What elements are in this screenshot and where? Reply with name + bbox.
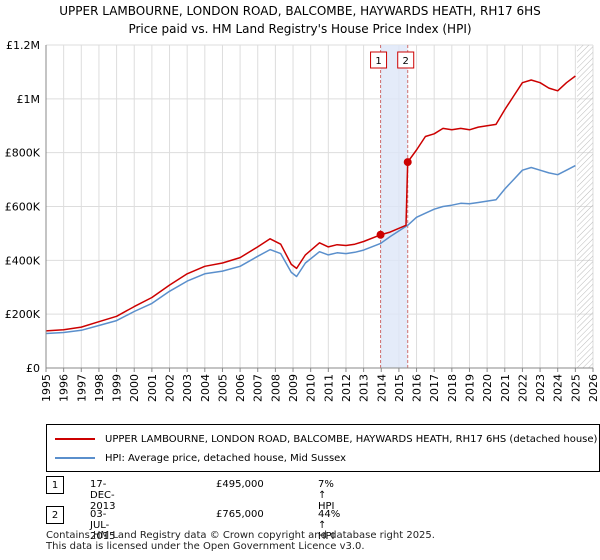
legend-item-hpi: HPI: Average price, detached house, Mid … bbox=[55, 449, 346, 467]
legend-item-property: UPPER LAMBOURNE, LONDON ROAD, BALCOMBE, … bbox=[55, 430, 597, 448]
x-tick-label: 2023 bbox=[534, 374, 547, 402]
x-tick-label: 2019 bbox=[463, 374, 476, 402]
transaction-date: 03-JUL-2015 bbox=[90, 509, 116, 542]
transaction-price: £495,000 bbox=[216, 479, 264, 490]
transaction-badge: 2 bbox=[46, 506, 64, 524]
x-tick-label: 1998 bbox=[93, 374, 106, 402]
footer: Contains HM Land Registry data © Crown c… bbox=[46, 530, 435, 552]
hpi-series-line bbox=[45, 164, 576, 335]
x-tick-label: 2018 bbox=[446, 374, 459, 402]
chart-subtitle: Price paid vs. HM Land Registry's House … bbox=[128, 22, 472, 36]
sale-label: 2 bbox=[403, 56, 409, 67]
x-tick-label: 2011 bbox=[322, 374, 335, 402]
x-tick-label: 2024 bbox=[552, 374, 565, 402]
x-tick-label: 2017 bbox=[428, 374, 441, 402]
sale-label-box bbox=[370, 51, 388, 69]
x-tick-label: 1999 bbox=[111, 374, 124, 402]
sale-period-band bbox=[380, 45, 408, 368]
x-tick-label: 2025 bbox=[569, 374, 582, 402]
y-tick-label: £1.2M bbox=[6, 39, 40, 52]
y-tick-label: £600K bbox=[5, 201, 41, 214]
x-tick-label: 1997 bbox=[75, 374, 88, 402]
x-tick-label: 2003 bbox=[181, 374, 194, 402]
y-tick-label: £200K bbox=[5, 308, 41, 321]
chart-title: UPPER LAMBOURNE, LONDON ROAD, BALCOMBE, … bbox=[59, 4, 541, 18]
x-tick-label: 2001 bbox=[146, 374, 159, 402]
legend-label-property: UPPER LAMBOURNE, LONDON ROAD, BALCOMBE, … bbox=[105, 433, 598, 445]
x-tick-label: 2000 bbox=[128, 374, 141, 402]
x-tick-label: 2022 bbox=[516, 374, 529, 402]
x-tick-label: 2010 bbox=[305, 374, 318, 402]
legend-swatch-property bbox=[55, 438, 95, 440]
x-tick-label: 2020 bbox=[481, 374, 494, 402]
y-tick-label: £1M bbox=[17, 93, 41, 106]
x-tick-label: 1996 bbox=[58, 374, 71, 402]
transaction-price: £765,000 bbox=[216, 509, 264, 520]
x-tick-label: 1995 bbox=[40, 374, 53, 402]
legend-swatch-hpi bbox=[55, 457, 95, 459]
forecast-hatch bbox=[577, 45, 593, 368]
footer-line-1: Contains HM Land Registry data © Crown c… bbox=[46, 530, 435, 541]
x-tick-label: 2008 bbox=[269, 374, 282, 402]
x-tick-label: 2005 bbox=[216, 374, 229, 402]
transaction-hpi: 7% ↑ HPI bbox=[318, 479, 335, 512]
x-tick-label: 2015 bbox=[393, 374, 406, 402]
x-tick-label: 2004 bbox=[199, 374, 212, 402]
footer-line-2: This data is licensed under the Open Gov… bbox=[46, 541, 365, 552]
transaction-hpi: 44% ↑ HPI bbox=[318, 509, 341, 542]
legend: UPPER LAMBOURNE, LONDON ROAD, BALCOMBE, … bbox=[46, 424, 600, 472]
x-tick-label: 2007 bbox=[252, 374, 265, 402]
y-tick-label: £400K bbox=[5, 254, 41, 267]
price-chart: 1 2 £0 £200K £400K £600K £800K £1M £1.2M 1995 199… bbox=[5, 39, 600, 402]
property-series-line bbox=[45, 75, 576, 332]
y-tick-label: £0 bbox=[26, 362, 40, 375]
legend-label-hpi: HPI: Average price, detached house, Mid … bbox=[105, 452, 347, 464]
y-tick-label: £800K bbox=[5, 147, 41, 160]
x-tick-label: 2002 bbox=[164, 374, 177, 402]
sale-label-box bbox=[397, 51, 415, 69]
x-tick-label: 2006 bbox=[234, 374, 247, 402]
x-tick-label: 2016 bbox=[411, 374, 424, 402]
x-tick-label: 2026 bbox=[587, 374, 600, 402]
x-tick-label: 2014 bbox=[375, 374, 388, 402]
x-tick-label: 2009 bbox=[287, 374, 300, 402]
transaction-badge: 1 bbox=[46, 476, 64, 494]
transaction-date: 17-DEC-2013 bbox=[90, 479, 116, 512]
chart-title-block: UPPER LAMBOURNE, LONDON ROAD, BALCOMBE, … bbox=[0, 2, 600, 38]
sale-label: 1 bbox=[375, 56, 381, 67]
sale-marker bbox=[376, 230, 385, 239]
x-tick-label: 2012 bbox=[340, 374, 353, 402]
x-tick-label: 2021 bbox=[499, 374, 512, 402]
sale-marker bbox=[403, 158, 412, 167]
x-tick-label: 2013 bbox=[358, 374, 371, 402]
